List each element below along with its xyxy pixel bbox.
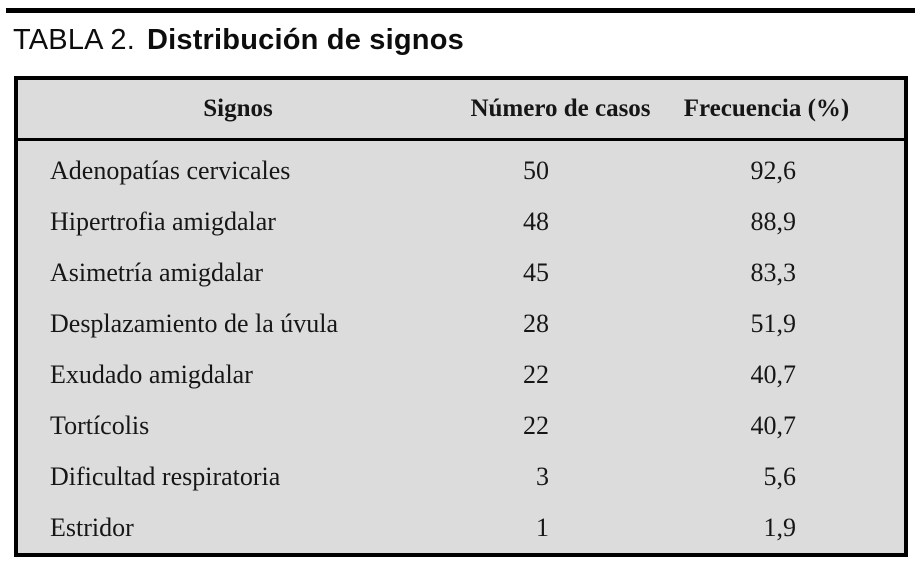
signs-table: Signos Número de casos Frecuencia (%) Ad… [18,80,904,553]
cell-casos: 50 [523,155,549,185]
table-body: Adenopatías cervicales 50 92,6 Hipertrofia … [18,140,904,554]
cell-frecuencia: 88,9 [750,206,797,236]
cell-signo: Desplazamiento de la úvula [50,308,339,338]
cell-signo: Asimetría amigdalar [50,257,263,287]
cell-signo: Estridor [50,512,134,542]
table-title-label: TABLA 2. [13,24,135,56]
cell-signo: Dificultad respiratoria [50,461,281,491]
table-row: Desplazamiento de la úvula 28 51,9 [18,298,904,349]
table-row: Estridor 1 1,9 [18,502,904,553]
cell-frecuencia: 92,6 [750,155,797,185]
cell-frecuencia: 40,7 [750,410,797,440]
cell-frecuencia: 40,7 [750,359,797,389]
table-row: Asimetría amigdalar 45 83,3 [18,247,904,298]
cell-frecuencia: 83,3 [750,257,797,287]
cell-casos: 22 [523,410,549,440]
top-rule [6,8,915,13]
cell-signo: Exudado amigdalar [50,359,253,389]
cell-frecuencia: 51,9 [750,308,797,338]
cell-frecuencia: 5,6 [763,461,797,491]
cell-casos: 1 [536,512,549,542]
cell-casos: 45 [523,257,549,287]
column-header-signos: Signos [18,80,458,141]
table-row: Dificultad respiratoria 3 5,6 [18,451,904,502]
cell-casos: 22 [523,359,549,389]
cell-signo: Hipertrofia amigdalar [50,206,276,236]
table-row: Tortícolis 22 40,7 [18,400,904,451]
table-row: Hipertrofia amigdalar 48 88,9 [18,196,904,247]
column-header-numero-de-casos: Número de casos [458,80,663,141]
cell-signo: Tortícolis [50,410,150,440]
table-header-row: Signos Número de casos Frecuencia (%) [18,80,904,141]
cell-casos: 3 [536,461,549,491]
cell-signo: Adenopatías cervicales [50,155,291,185]
cell-casos: 48 [523,206,549,236]
table-row: Adenopatías cervicales 50 92,6 [18,140,904,197]
table-row: Exudado amigdalar 22 40,7 [18,349,904,400]
table-title-caption: Distribución de signos [146,24,464,56]
signs-table-container: Signos Número de casos Frecuencia (%) Ad… [14,76,908,557]
cell-frecuencia: 1,9 [763,512,797,542]
table-title: TABLA 2. Distribución de signos [13,24,464,57]
column-header-frecuencia: Frecuencia (%) [663,80,904,141]
cell-casos: 28 [523,308,549,338]
